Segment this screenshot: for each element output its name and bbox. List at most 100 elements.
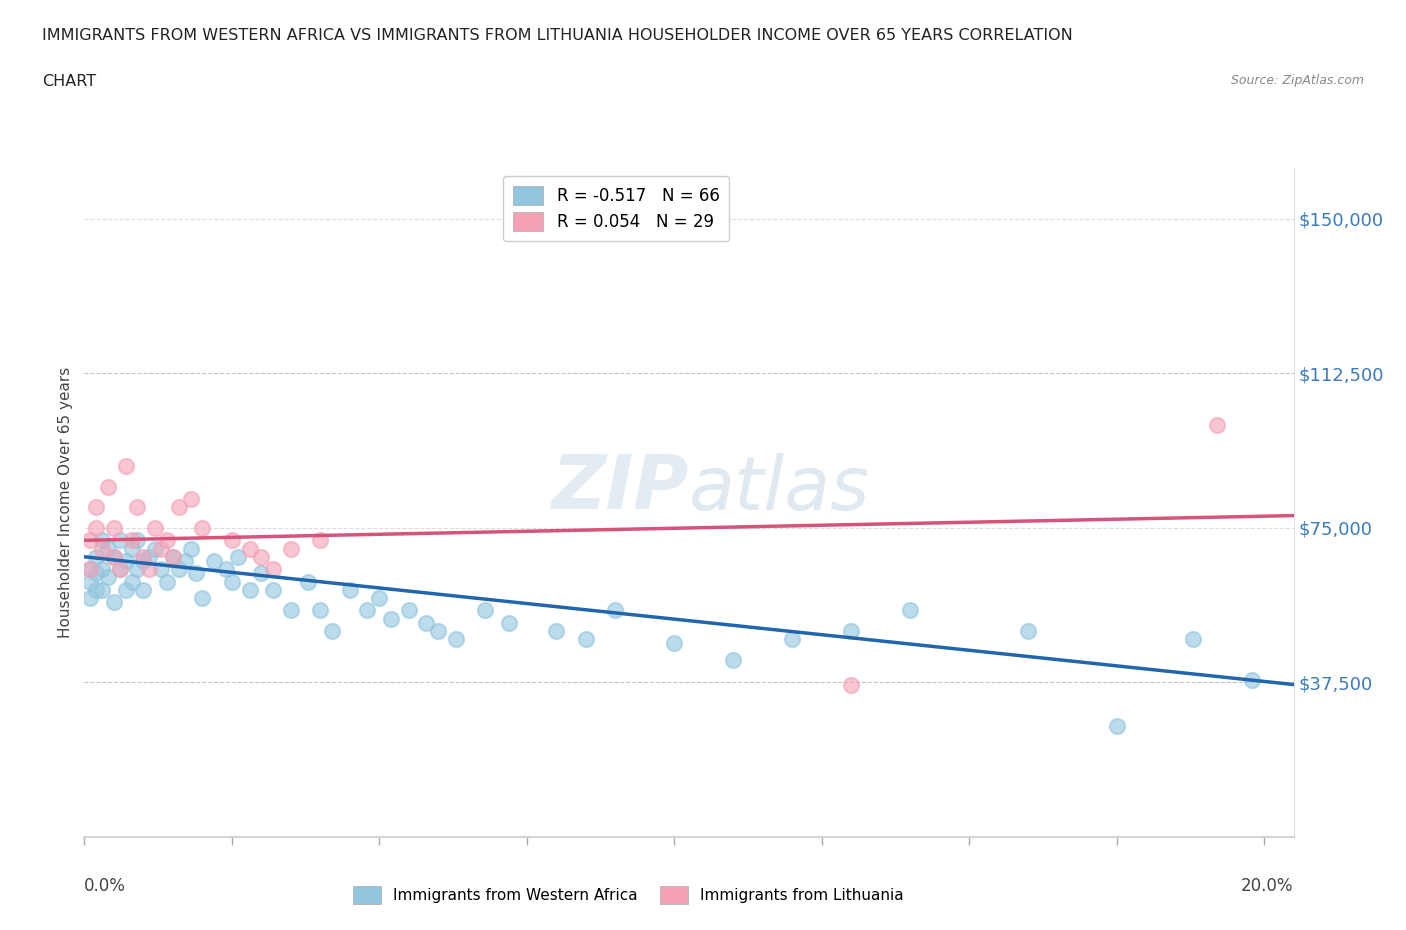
Point: [132, 582, 155, 597]
Point: [91, 582, 114, 597]
Point: [103, 550, 125, 565]
Point: [380, 611, 402, 626]
Point: [167, 500, 190, 515]
Point: [103, 594, 125, 609]
Point: [398, 603, 420, 618]
Point: [780, 631, 803, 646]
Point: [1182, 631, 1205, 646]
Point: [121, 574, 143, 589]
Point: [444, 631, 467, 646]
Point: [84, 521, 107, 536]
Point: [108, 533, 131, 548]
Point: [162, 550, 184, 565]
Point: [664, 636, 686, 651]
Point: [498, 616, 520, 631]
Text: 0.0%: 0.0%: [84, 877, 127, 896]
Point: [262, 582, 284, 597]
Point: [238, 582, 260, 597]
Point: [238, 541, 260, 556]
Point: [156, 533, 179, 548]
Point: [84, 500, 107, 515]
Text: CHART: CHART: [42, 74, 96, 89]
Point: [121, 533, 143, 548]
Point: [1105, 718, 1128, 733]
Point: [721, 652, 744, 667]
Point: [898, 603, 921, 618]
Point: [97, 570, 120, 585]
Point: [280, 603, 302, 618]
Point: [138, 550, 160, 565]
Point: [339, 582, 361, 597]
Point: [262, 562, 284, 577]
Text: 20.0%: 20.0%: [1241, 877, 1294, 896]
Point: [191, 521, 214, 536]
Point: [839, 623, 862, 638]
Point: [546, 623, 568, 638]
Point: [150, 541, 173, 556]
Point: [103, 521, 125, 536]
Point: [280, 541, 302, 556]
Point: [79, 533, 101, 548]
Point: [309, 533, 332, 548]
Point: [127, 500, 149, 515]
Point: [250, 550, 273, 565]
Point: [186, 565, 208, 580]
Point: [221, 533, 243, 548]
Point: [132, 553, 155, 568]
Point: [575, 631, 598, 646]
Point: [221, 574, 243, 589]
Point: [114, 553, 136, 568]
Point: [226, 550, 249, 565]
Point: [167, 562, 190, 577]
Point: [79, 562, 101, 577]
Point: [143, 521, 166, 536]
Point: [180, 492, 202, 507]
Point: [1241, 673, 1264, 688]
Point: [474, 603, 496, 618]
Point: [127, 533, 149, 548]
Point: [415, 616, 437, 631]
Point: [91, 533, 114, 548]
Point: [150, 562, 173, 577]
Point: [173, 553, 195, 568]
Point: [97, 541, 120, 556]
Text: atlas: atlas: [689, 453, 870, 525]
Point: [138, 562, 160, 577]
Text: Source: ZipAtlas.com: Source: ZipAtlas.com: [1230, 74, 1364, 87]
Point: [202, 553, 225, 568]
Point: [215, 562, 238, 577]
Point: [297, 574, 319, 589]
Point: [91, 541, 114, 556]
Point: [79, 574, 101, 589]
Point: [132, 550, 155, 565]
Point: [143, 541, 166, 556]
Legend: Immigrants from Western Africa, Immigrants from Lithuania: Immigrants from Western Africa, Immigran…: [347, 880, 910, 910]
Point: [250, 565, 273, 580]
Point: [114, 458, 136, 473]
Y-axis label: Householder Income Over 65 years: Householder Income Over 65 years: [58, 366, 73, 638]
Point: [91, 562, 114, 577]
Point: [356, 603, 378, 618]
Point: [84, 565, 107, 580]
Point: [180, 541, 202, 556]
Text: IMMIGRANTS FROM WESTERN AFRICA VS IMMIGRANTS FROM LITHUANIA HOUSEHOLDER INCOME O: IMMIGRANTS FROM WESTERN AFRICA VS IMMIGR…: [42, 28, 1073, 43]
Point: [191, 591, 214, 605]
Point: [84, 582, 107, 597]
Point: [605, 603, 627, 618]
Point: [162, 550, 184, 565]
Point: [368, 591, 391, 605]
Point: [121, 541, 143, 556]
Point: [97, 479, 120, 494]
Point: [108, 562, 131, 577]
Point: [321, 623, 343, 638]
Point: [103, 550, 125, 565]
Point: [79, 562, 101, 577]
Point: [156, 574, 179, 589]
Point: [108, 562, 131, 577]
Point: [127, 562, 149, 577]
Point: [79, 591, 101, 605]
Point: [427, 623, 450, 638]
Point: [309, 603, 332, 618]
Point: [1205, 418, 1227, 432]
Point: [1017, 623, 1039, 638]
